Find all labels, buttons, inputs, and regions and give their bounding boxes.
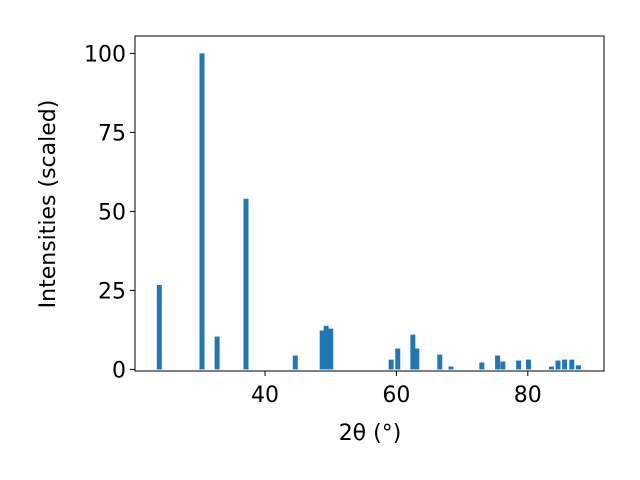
bar (555, 360, 561, 370)
x-tick-label: 40 (251, 383, 279, 408)
y-tick-label: 50 (98, 200, 126, 225)
bar (410, 334, 416, 370)
bar (548, 366, 554, 370)
bar (569, 359, 575, 370)
bar (156, 285, 162, 370)
y-tick-label: 25 (98, 279, 126, 304)
y-tick-label: 100 (84, 42, 126, 67)
bar (479, 362, 485, 370)
bar (328, 328, 334, 370)
bar (495, 355, 501, 370)
y-tick-label: 75 (98, 121, 126, 146)
x-axis-label: 2θ (°) (339, 421, 402, 446)
bar (525, 359, 531, 370)
bar (214, 336, 220, 370)
bar (323, 325, 329, 370)
bar (319, 330, 325, 370)
y-tick-label: 0 (112, 358, 126, 383)
bar (243, 198, 249, 370)
bar (575, 365, 581, 370)
bar (562, 359, 568, 370)
bar (199, 53, 205, 370)
bar (292, 355, 298, 370)
plot-frame (134, 35, 605, 372)
bar (395, 348, 401, 370)
bar (414, 348, 420, 370)
bar (448, 366, 454, 370)
bar (516, 360, 522, 370)
bar (500, 361, 506, 370)
x-tick-label: 80 (514, 383, 542, 408)
bar (437, 354, 443, 370)
x-tick-label: 60 (382, 383, 410, 408)
bar (388, 359, 394, 370)
y-axis-label: Intensities (scaled) (36, 100, 61, 309)
